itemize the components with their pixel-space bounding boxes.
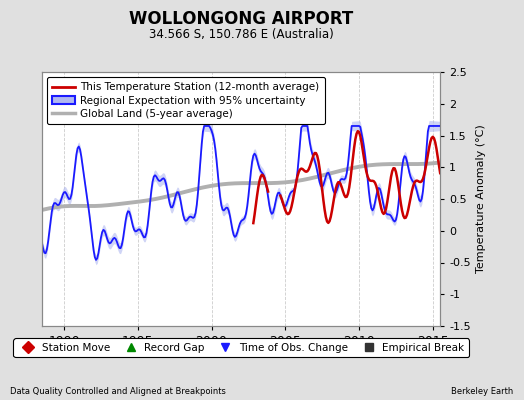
Text: Data Quality Controlled and Aligned at Breakpoints: Data Quality Controlled and Aligned at B… (10, 387, 226, 396)
Text: WOLLONGONG AIRPORT: WOLLONGONG AIRPORT (129, 10, 353, 28)
Legend: Station Move, Record Gap, Time of Obs. Change, Empirical Break: Station Move, Record Gap, Time of Obs. C… (14, 338, 468, 357)
Text: Berkeley Earth: Berkeley Earth (451, 387, 514, 396)
Legend: This Temperature Station (12-month average), Regional Expectation with 95% uncer: This Temperature Station (12-month avera… (47, 77, 325, 124)
Text: 34.566 S, 150.786 E (Australia): 34.566 S, 150.786 E (Australia) (149, 28, 333, 41)
Y-axis label: Temperature Anomaly (°C): Temperature Anomaly (°C) (476, 125, 486, 273)
